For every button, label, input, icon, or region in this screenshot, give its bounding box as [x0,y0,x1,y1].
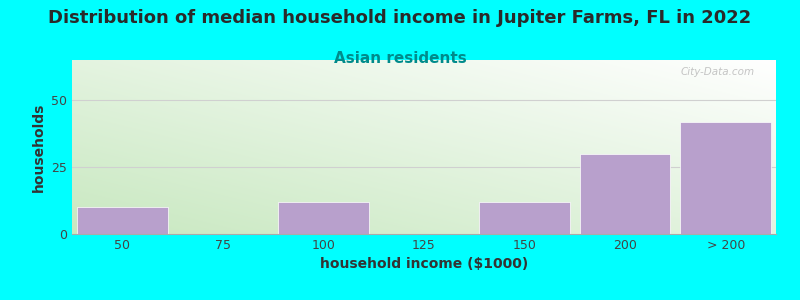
X-axis label: household income ($1000): household income ($1000) [320,257,528,272]
Bar [580,154,670,234]
Text: City-Data.com: City-Data.com [681,67,755,77]
Bar [77,207,167,234]
Bar [681,122,771,234]
Y-axis label: households: households [31,102,46,192]
Bar [479,202,570,234]
Text: Distribution of median household income in Jupiter Farms, FL in 2022: Distribution of median household income … [48,9,752,27]
Text: Asian residents: Asian residents [334,51,466,66]
Bar [278,202,369,234]
